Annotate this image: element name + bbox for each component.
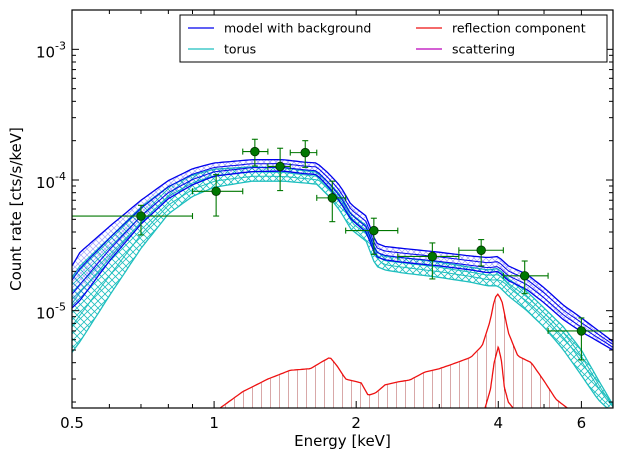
data-point-marker — [211, 186, 221, 196]
reflection-upper-line — [219, 293, 568, 408]
data-point-2 — [191, 174, 244, 217]
data-point-marker — [300, 147, 310, 158]
legend-box — [179, 14, 608, 63]
data-point-3 — [242, 138, 269, 167]
y-tick-labels: 10-310-410-5 — [36, 39, 66, 322]
data-point-marker — [427, 251, 438, 262]
torus-lower-line — [72, 180, 608, 408]
data-point-5 — [289, 140, 318, 168]
legend-entry-4: scattering — [416, 42, 515, 57]
legend-entry-3: torus — [188, 42, 256, 57]
reflection-band — [220, 294, 568, 408]
legend: model with background reflection componen… — [179, 14, 608, 63]
y-tick-exponent: -3 — [55, 39, 66, 52]
data-point-1 — [72, 204, 194, 236]
x-tick-label: 6 — [577, 414, 587, 432]
data-point-9 — [458, 239, 504, 267]
y-tick-mantissa: 10 — [36, 305, 55, 323]
data-point-marker — [136, 211, 146, 221]
legend-entry-1: model with background — [188, 21, 371, 36]
data-point-10 — [502, 260, 549, 295]
plot-area — [72, 138, 613, 408]
y-axis-label: Count rate [cts/s/keV] — [7, 127, 25, 291]
model-band — [72, 159, 613, 350]
data-point-6 — [316, 180, 347, 223]
x-tick-label: 2 — [351, 414, 361, 432]
model-lower-line — [72, 170, 613, 351]
legend-label: torus — [224, 42, 256, 57]
y-tick-label: 10-3 — [36, 39, 66, 61]
x-axis-label: Energy [keV] — [294, 432, 391, 450]
x-tick-label: 4 — [494, 414, 504, 432]
data-point-marker — [369, 225, 379, 236]
model-inner-line-1 — [72, 166, 613, 348]
data-point-11 — [547, 317, 613, 361]
legend-label: reflection component — [452, 21, 586, 36]
legend-label: scattering — [452, 42, 515, 57]
torus-band — [72, 167, 613, 408]
data-point-marker — [327, 193, 337, 203]
y-tick-label: 10-5 — [36, 301, 66, 323]
data-point-marker — [576, 326, 587, 336]
reflection-lower-line — [484, 345, 514, 408]
data-points-layer — [72, 138, 613, 361]
data-point-marker — [519, 271, 530, 281]
series-layer — [72, 159, 613, 408]
legend-entry-2: reflection component — [416, 21, 586, 36]
data-point-marker — [250, 146, 260, 157]
x-tick-labels: 0.5 1 2 4 6 — [60, 414, 586, 432]
y-tick-mantissa: 10 — [36, 174, 55, 192]
y-tick-label: 10-4 — [36, 170, 66, 192]
y-tick-exponent: -4 — [55, 170, 66, 183]
data-point-marker — [476, 245, 486, 255]
legend-label: model with background — [224, 21, 371, 36]
data-point-7 — [345, 217, 399, 255]
x-tick-label: 0.5 — [60, 414, 84, 432]
data-point-marker — [275, 161, 285, 172]
y-tick-exponent: -5 — [55, 301, 66, 314]
data-point-4 — [267, 147, 291, 192]
x-tick-label: 1 — [209, 414, 219, 432]
data-point-8 — [397, 242, 460, 280]
y-tick-mantissa: 10 — [36, 43, 55, 61]
